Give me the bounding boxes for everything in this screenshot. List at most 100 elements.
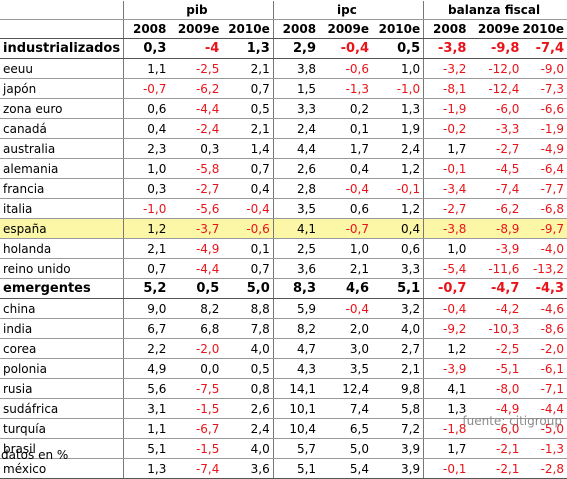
value-cell: 0,7 bbox=[222, 258, 274, 279]
value-cell: -0,6 bbox=[319, 58, 373, 79]
value-cell: -7,5 bbox=[169, 378, 223, 399]
country-label: italia bbox=[0, 198, 124, 219]
country-row: china 9,0 8,2 8,8 5,9 -0,4 3,2 -0,4 -4,2 -4,6 bbox=[0, 298, 567, 319]
value-cell: 4,6 bbox=[319, 278, 373, 299]
value-cell: -0,4 bbox=[423, 298, 470, 319]
value-cell: 10,1 bbox=[272, 398, 320, 419]
value-cell: 1,0 bbox=[123, 158, 170, 179]
value-cell: 12,4 bbox=[319, 378, 373, 399]
value-cell: -3,7 bbox=[169, 218, 223, 239]
value-cell: -7,7 bbox=[522, 178, 567, 199]
value-cell: 4,3 bbox=[272, 358, 320, 379]
value-cell: -1,3 bbox=[522, 438, 567, 459]
value-cell: -4,2 bbox=[469, 298, 523, 319]
value-cell: 0,1 bbox=[222, 238, 274, 259]
value-cell: 2,1 bbox=[319, 258, 373, 279]
value-cell: -4,9 bbox=[169, 238, 223, 259]
value-cell: -5,1 bbox=[469, 358, 523, 379]
value-cell: -5,8 bbox=[169, 158, 223, 179]
country-row: holanda 2,1 -4,9 0,1 2,5 1,0 0,6 1,0 -3,9 -4,0 bbox=[0, 238, 567, 259]
value-cell: 1,2 bbox=[372, 198, 424, 219]
value-cell: -6,8 bbox=[522, 198, 567, 219]
value-cell: 0,3 bbox=[169, 138, 223, 159]
value-cell: 2,3 bbox=[123, 138, 170, 159]
value-cell: -0,7 bbox=[423, 278, 470, 299]
value-cell: 2,1 bbox=[222, 118, 274, 139]
value-cell: 1,0 bbox=[423, 238, 470, 259]
units-note: datos en % bbox=[1, 448, 69, 462]
value-cell: -11,6 bbox=[469, 258, 523, 279]
country-row: corea 2,2 -2,0 4,0 4,7 3,0 2,7 1,2 -2,5 -2,0 bbox=[0, 338, 567, 359]
value-cell: -0,4 bbox=[319, 298, 373, 319]
value-cell: 4,0 bbox=[222, 438, 274, 459]
value-cell: 7,4 bbox=[319, 398, 373, 419]
value-cell: -0,4 bbox=[319, 178, 373, 199]
value-cell: 3,8 bbox=[272, 58, 320, 79]
country-label: india bbox=[0, 318, 124, 339]
country-label: reino unido bbox=[0, 258, 124, 279]
value-cell: -0,1 bbox=[423, 158, 470, 179]
country-label: holanda bbox=[0, 238, 124, 259]
value-cell: -2,7 bbox=[469, 138, 523, 159]
value-cell: -6,0 bbox=[469, 418, 523, 439]
value-cell: -12,0 bbox=[469, 58, 523, 79]
value-cell: -3,8 bbox=[423, 218, 470, 239]
value-cell: -1,0 bbox=[372, 78, 424, 99]
value-cell: 0,0 bbox=[169, 358, 223, 379]
group-label: industrializados bbox=[0, 38, 124, 59]
value-cell: 0,7 bbox=[222, 158, 274, 179]
value-cell: 0,7 bbox=[222, 78, 274, 99]
country-row: italia -1,0 -5,6 -0,4 3,5 0,6 1,2 -2,7 -6,2 -6,8 bbox=[0, 198, 567, 219]
value-cell: 5,7 bbox=[272, 438, 320, 459]
value-cell: 5,8 bbox=[372, 398, 424, 419]
value-cell: -3,9 bbox=[423, 358, 470, 379]
value-cell: -0,4 bbox=[319, 38, 373, 59]
value-cell: -1,8 bbox=[423, 418, 470, 439]
value-cell: 0,3 bbox=[123, 178, 170, 199]
value-cell: 8,8 bbox=[222, 298, 274, 319]
value-cell: 4,1 bbox=[423, 378, 470, 399]
country-label: japón bbox=[0, 78, 124, 99]
value-cell: -2,0 bbox=[169, 338, 223, 359]
value-cell: 2,5 bbox=[272, 238, 320, 259]
value-cell: -2,1 bbox=[469, 438, 523, 459]
value-cell: -2,0 bbox=[522, 338, 567, 359]
group-label: emergentes bbox=[0, 278, 124, 299]
country-label: polonia bbox=[0, 358, 124, 379]
value-cell: 2,1 bbox=[372, 358, 424, 379]
country-label: australia bbox=[0, 138, 124, 159]
value-cell: -9,2 bbox=[423, 318, 470, 339]
value-cell: 2,1 bbox=[222, 58, 274, 79]
header-year: 2009e bbox=[169, 19, 223, 39]
value-cell: 4,0 bbox=[372, 318, 424, 339]
value-cell: 2,4 bbox=[222, 418, 274, 439]
country-row: méxico 1,3 -7,4 3,6 5,1 5,4 3,9 -0,1 -2,1 -2,8 bbox=[0, 458, 567, 479]
value-cell: 5,2 bbox=[123, 278, 170, 299]
country-row: turquía 1,1 -6,7 2,4 10,4 6,5 7,2 -1,8 -6,0 -5,0 bbox=[0, 418, 567, 439]
value-cell: 5,1 bbox=[372, 278, 424, 299]
value-cell: -8,9 bbox=[469, 218, 523, 239]
value-cell: -12,4 bbox=[469, 78, 523, 99]
value-cell: -4,5 bbox=[469, 158, 523, 179]
value-cell: -3,9 bbox=[469, 238, 523, 259]
value-cell: 6,8 bbox=[169, 318, 223, 339]
value-cell: -0,2 bbox=[423, 118, 470, 139]
value-cell: 5,0 bbox=[222, 278, 274, 299]
country-row: india 6,7 6,8 7,8 8,2 2,0 4,0 -9,2 -10,3 -8,6 bbox=[0, 318, 567, 339]
header-corner bbox=[0, 19, 124, 39]
value-cell: 7,2 bbox=[372, 418, 424, 439]
value-cell: -2,5 bbox=[169, 58, 223, 79]
value-cell: 0,6 bbox=[123, 98, 170, 119]
value-cell: -1,9 bbox=[522, 118, 567, 139]
value-cell: -9,0 bbox=[522, 58, 567, 79]
header-years-row: 2008 2009e 2010e 2008 2009e 2010e 2008 2009e 201… bbox=[0, 19, 567, 39]
value-cell: 0,6 bbox=[319, 198, 373, 219]
header-year: 2009e bbox=[469, 19, 523, 39]
value-cell: 3,0 bbox=[319, 338, 373, 359]
value-cell: 4,0 bbox=[222, 338, 274, 359]
header-year: 2009e bbox=[319, 19, 373, 39]
value-cell: 6,5 bbox=[319, 418, 373, 439]
value-cell: -2,7 bbox=[169, 178, 223, 199]
country-row: reino unido 0,7 -4,4 0,7 3,6 2,1 3,3 -5,4 -11,6-… bbox=[0, 258, 567, 279]
